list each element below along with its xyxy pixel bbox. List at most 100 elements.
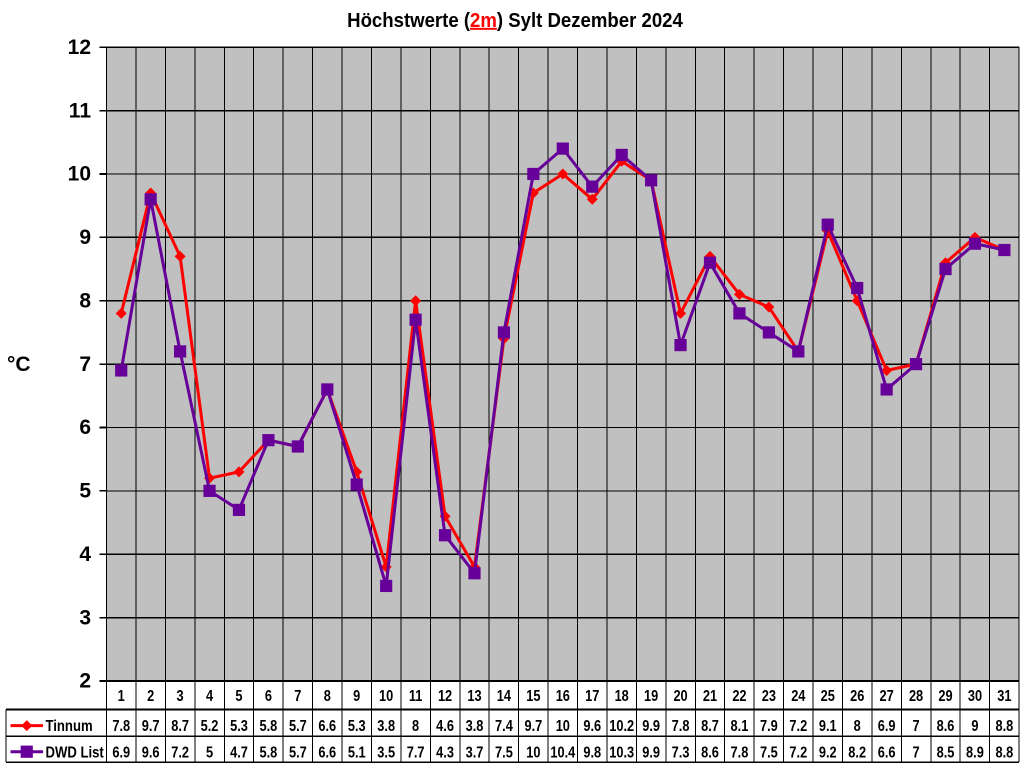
svg-text:7: 7 bbox=[79, 353, 91, 376]
svg-text:27: 27 bbox=[880, 688, 894, 706]
svg-text:15: 15 bbox=[526, 688, 540, 706]
svg-text:14: 14 bbox=[497, 688, 511, 706]
svg-text:24: 24 bbox=[791, 688, 805, 706]
svg-text:4.6: 4.6 bbox=[436, 718, 454, 736]
svg-text:8: 8 bbox=[854, 718, 861, 736]
svg-text:4: 4 bbox=[206, 688, 213, 706]
svg-text:7: 7 bbox=[294, 688, 301, 706]
svg-text:8.8: 8.8 bbox=[995, 718, 1013, 736]
svg-text:10: 10 bbox=[526, 744, 540, 762]
svg-text:5.8: 5.8 bbox=[260, 744, 278, 762]
svg-text:28: 28 bbox=[909, 688, 923, 706]
svg-text:7.4: 7.4 bbox=[495, 718, 513, 736]
svg-text:8.5: 8.5 bbox=[937, 744, 955, 762]
svg-text:8.6: 8.6 bbox=[701, 744, 719, 762]
svg-text:6: 6 bbox=[79, 416, 91, 439]
svg-text:7.2: 7.2 bbox=[789, 718, 807, 736]
svg-text:4: 4 bbox=[79, 543, 91, 566]
svg-text:11: 11 bbox=[409, 688, 423, 706]
svg-text:31: 31 bbox=[997, 688, 1011, 706]
svg-text:9.6: 9.6 bbox=[583, 718, 601, 736]
svg-text:7: 7 bbox=[913, 718, 920, 736]
svg-text:7.5: 7.5 bbox=[760, 744, 778, 762]
svg-text:19: 19 bbox=[644, 688, 658, 706]
svg-text:4.7: 4.7 bbox=[230, 744, 248, 762]
svg-text:9.9: 9.9 bbox=[642, 744, 660, 762]
svg-text:9.6: 9.6 bbox=[142, 744, 160, 762]
svg-text:9.2: 9.2 bbox=[819, 744, 837, 762]
svg-text:9.1: 9.1 bbox=[819, 718, 837, 736]
svg-text:6.6: 6.6 bbox=[318, 744, 336, 762]
svg-text:6.6: 6.6 bbox=[878, 744, 896, 762]
svg-text:9.8: 9.8 bbox=[583, 744, 601, 762]
svg-text:13: 13 bbox=[467, 688, 481, 706]
svg-text:DWD List: DWD List bbox=[46, 744, 104, 761]
svg-text:8: 8 bbox=[412, 718, 419, 736]
svg-text:5.1: 5.1 bbox=[348, 744, 366, 762]
svg-text:3.7: 3.7 bbox=[466, 744, 484, 762]
svg-text:6.6: 6.6 bbox=[318, 718, 336, 736]
svg-text:9.7: 9.7 bbox=[524, 718, 542, 736]
svg-text:9.9: 9.9 bbox=[642, 718, 660, 736]
svg-text:3: 3 bbox=[177, 688, 184, 706]
svg-text:10.2: 10.2 bbox=[609, 718, 634, 736]
svg-text:6.9: 6.9 bbox=[878, 718, 896, 736]
svg-text:22: 22 bbox=[732, 688, 746, 706]
svg-text:12: 12 bbox=[68, 36, 91, 59]
svg-text:8.7: 8.7 bbox=[171, 718, 189, 736]
svg-text:23: 23 bbox=[762, 688, 776, 706]
svg-text:6: 6 bbox=[265, 688, 272, 706]
svg-text:4.3: 4.3 bbox=[436, 744, 454, 762]
svg-text:8.1: 8.1 bbox=[731, 718, 749, 736]
svg-text:7.2: 7.2 bbox=[789, 744, 807, 762]
svg-text:10: 10 bbox=[68, 163, 91, 186]
svg-text:8: 8 bbox=[324, 688, 331, 706]
svg-text:5: 5 bbox=[79, 480, 91, 503]
svg-text:16: 16 bbox=[556, 688, 570, 706]
svg-text:5.3: 5.3 bbox=[348, 718, 366, 736]
svg-text:7: 7 bbox=[913, 744, 920, 762]
svg-text:5.7: 5.7 bbox=[289, 718, 307, 736]
svg-text:5.8: 5.8 bbox=[260, 718, 278, 736]
svg-text:3.8: 3.8 bbox=[466, 718, 484, 736]
svg-text:10: 10 bbox=[556, 718, 570, 736]
svg-text:7.3: 7.3 bbox=[672, 744, 690, 762]
svg-text:9: 9 bbox=[353, 688, 360, 706]
svg-text:Tinnum: Tinnum bbox=[46, 718, 93, 735]
svg-text:8.8: 8.8 bbox=[995, 744, 1013, 762]
svg-text:5.2: 5.2 bbox=[201, 718, 219, 736]
svg-text:7.7: 7.7 bbox=[407, 744, 425, 762]
svg-text:17: 17 bbox=[585, 688, 599, 706]
svg-text:8: 8 bbox=[79, 289, 91, 312]
svg-text:5.7: 5.7 bbox=[289, 744, 307, 762]
svg-text:3.8: 3.8 bbox=[377, 718, 395, 736]
svg-text:3.5: 3.5 bbox=[377, 744, 395, 762]
svg-text:25: 25 bbox=[821, 688, 835, 706]
svg-text:2: 2 bbox=[147, 688, 154, 706]
svg-text:8.6: 8.6 bbox=[937, 718, 955, 736]
svg-text:26: 26 bbox=[850, 688, 864, 706]
svg-text:10: 10 bbox=[379, 688, 393, 706]
svg-text:5: 5 bbox=[206, 744, 213, 762]
svg-text:7.8: 7.8 bbox=[731, 744, 749, 762]
svg-text:20: 20 bbox=[673, 688, 687, 706]
svg-text:7.8: 7.8 bbox=[112, 718, 130, 736]
svg-text:7.8: 7.8 bbox=[672, 718, 690, 736]
svg-text:18: 18 bbox=[615, 688, 629, 706]
svg-text:Höchstwerte (2m) Sylt Dezember: Höchstwerte (2m) Sylt Dezember 2024 bbox=[347, 10, 683, 32]
svg-text:29: 29 bbox=[938, 688, 952, 706]
svg-text:10.3: 10.3 bbox=[609, 744, 634, 762]
svg-text:7.9: 7.9 bbox=[760, 718, 778, 736]
svg-text:9.7: 9.7 bbox=[142, 718, 160, 736]
svg-text:10.4: 10.4 bbox=[550, 744, 575, 762]
svg-text:7.2: 7.2 bbox=[171, 744, 189, 762]
svg-text:8.7: 8.7 bbox=[701, 718, 719, 736]
svg-text:5.3: 5.3 bbox=[230, 718, 248, 736]
svg-text:°C: °C bbox=[7, 353, 31, 376]
svg-text:30: 30 bbox=[968, 688, 982, 706]
svg-text:3: 3 bbox=[79, 606, 91, 629]
svg-text:21: 21 bbox=[703, 688, 717, 706]
svg-text:5: 5 bbox=[235, 688, 242, 706]
svg-text:12: 12 bbox=[438, 688, 452, 706]
svg-text:9: 9 bbox=[79, 226, 91, 249]
